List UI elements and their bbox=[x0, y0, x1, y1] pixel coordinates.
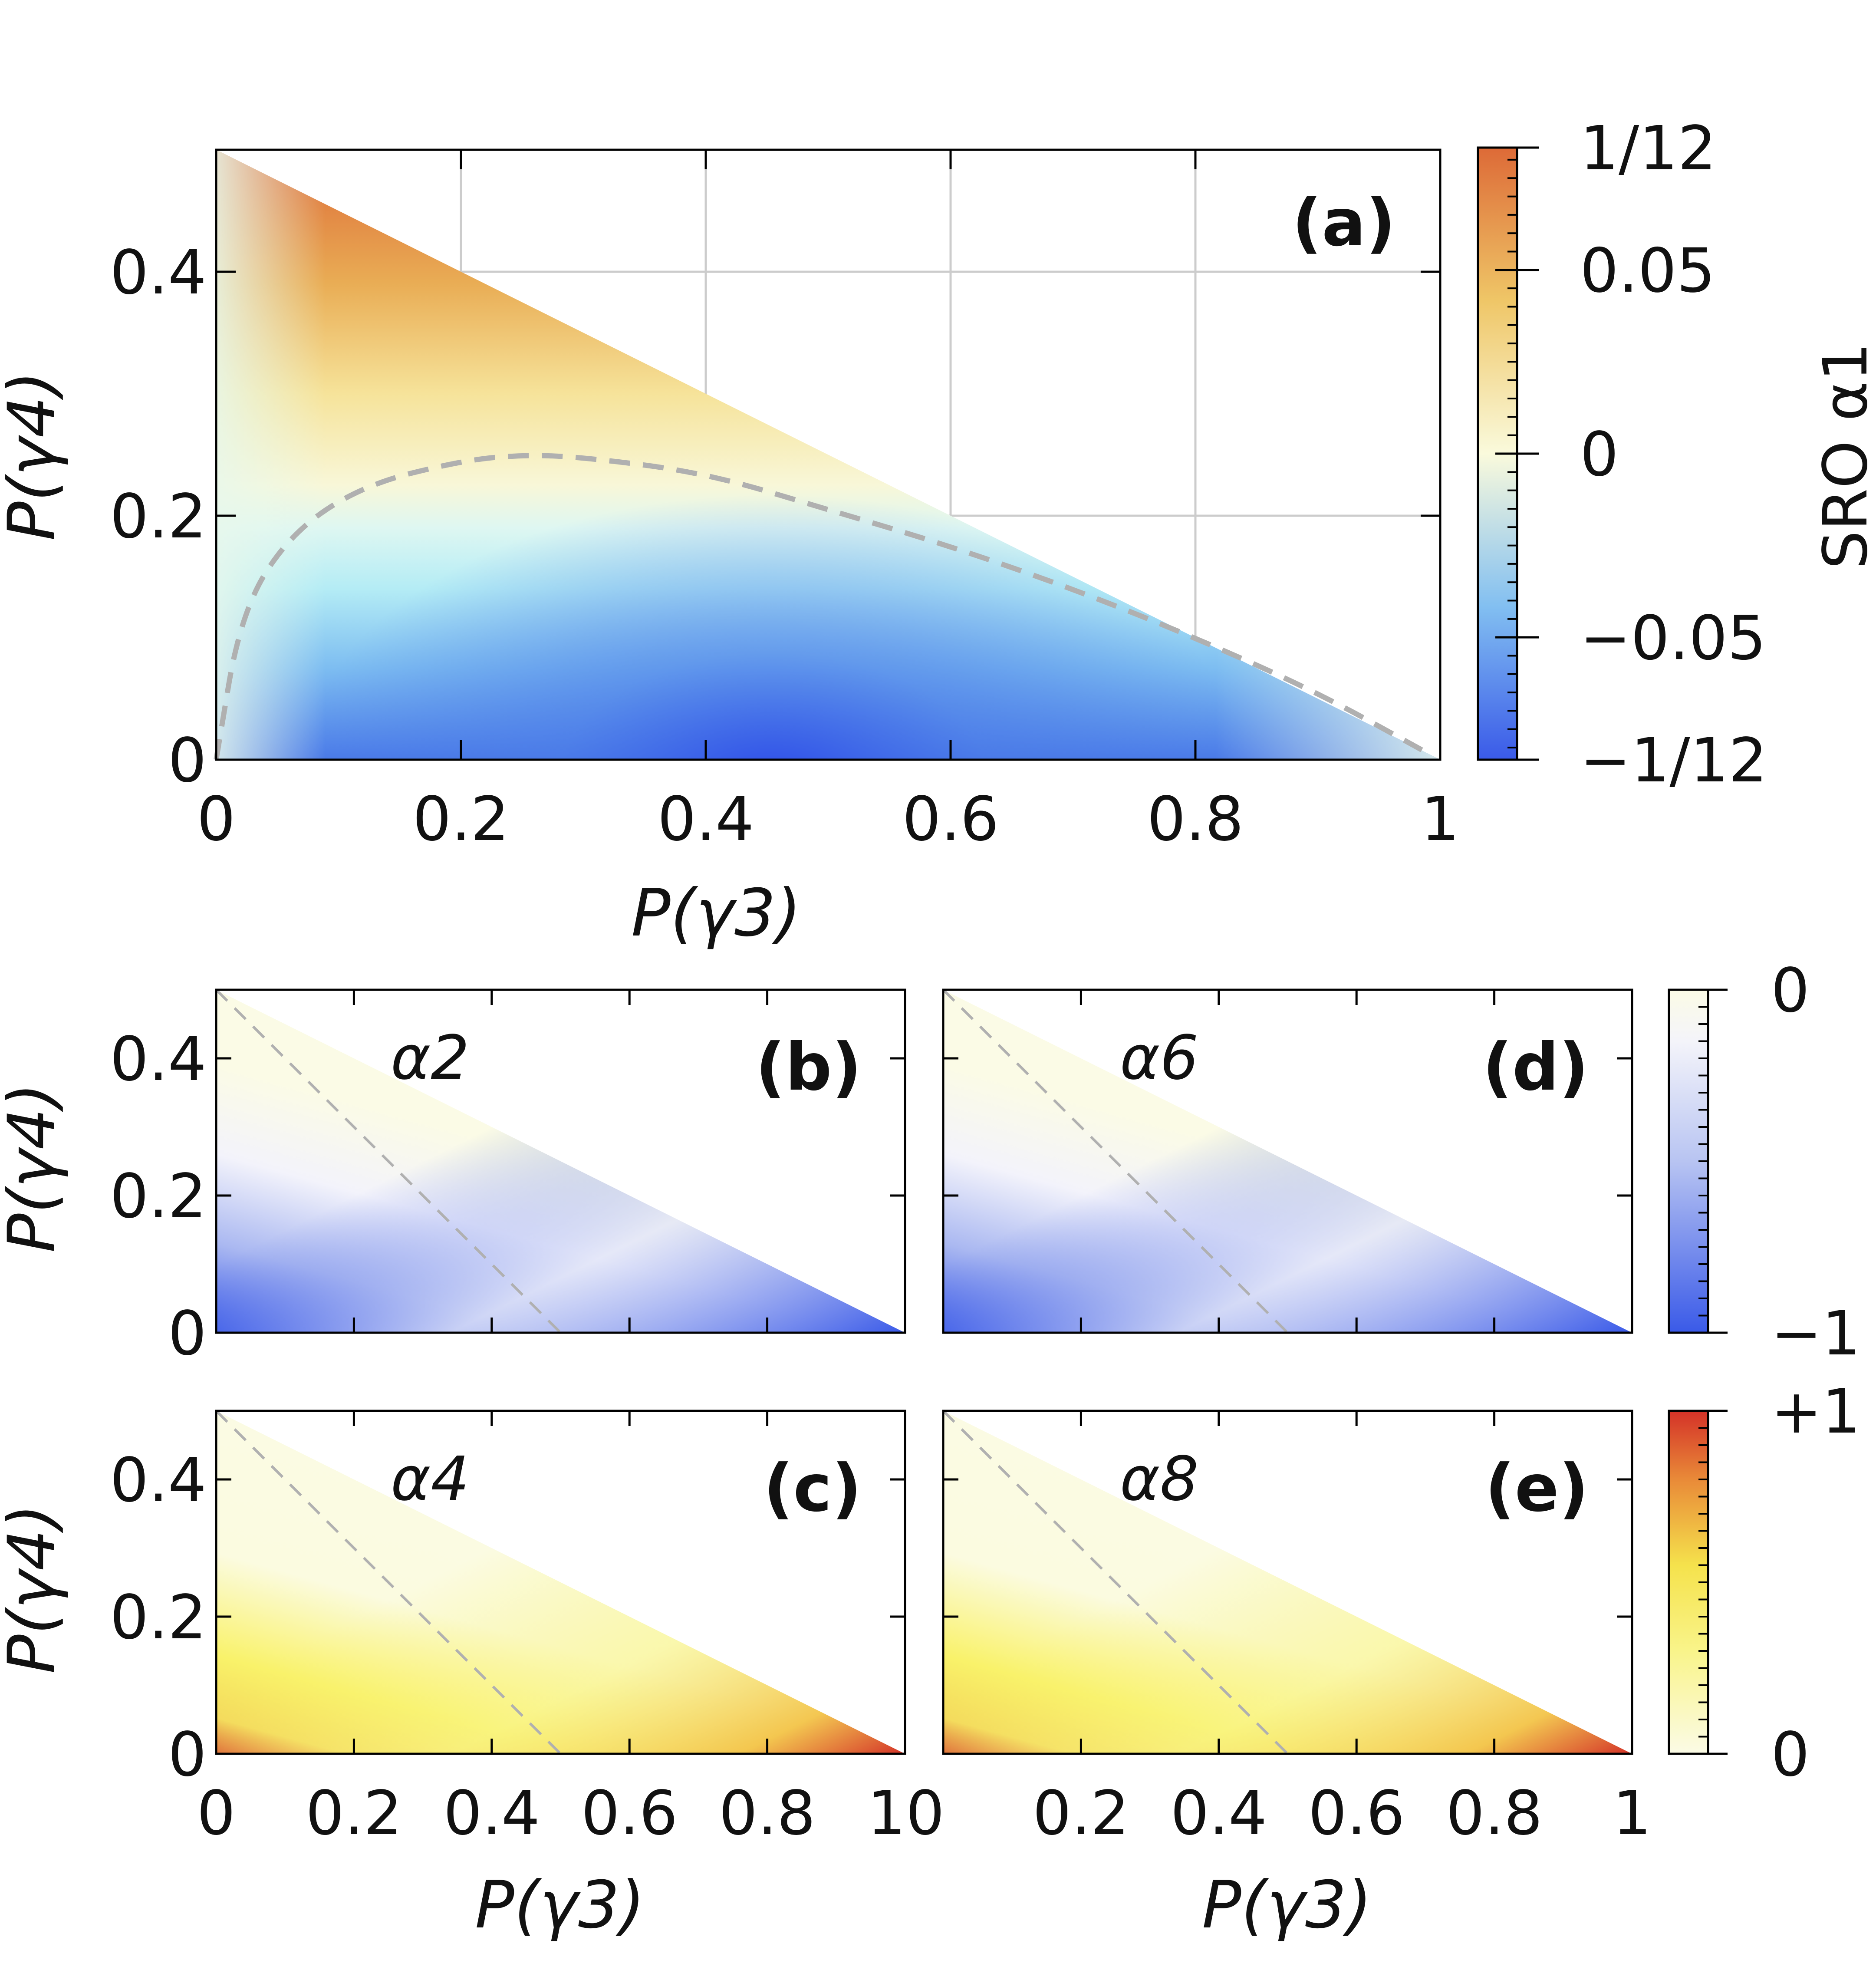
a-xlabel: P(γ3) bbox=[631, 876, 801, 951]
x-tick-label: 0 bbox=[197, 1778, 235, 1849]
e-panel-label: (e) bbox=[1485, 1451, 1589, 1526]
a-colorbar-label: SRO α1 bbox=[1810, 343, 1876, 569]
a-zero-contour bbox=[214, 453, 1423, 760]
c-alpha-label: α4 bbox=[391, 1444, 469, 1515]
e-alpha-label: α8 bbox=[1120, 1444, 1198, 1515]
d-panel-label: (d) bbox=[1483, 1030, 1589, 1105]
d-zero-line bbox=[942, 988, 1289, 1334]
c-zero-line bbox=[215, 1410, 562, 1755]
y-tick-label: 0.4 bbox=[110, 1024, 207, 1095]
a-panel-label: (a) bbox=[1292, 185, 1395, 261]
e-xlabel: P(γ3) bbox=[1202, 1868, 1372, 1943]
a-heatmap-right-edge bbox=[216, 150, 1440, 760]
e-heatmap bbox=[943, 1411, 1632, 1754]
e-frame bbox=[942, 1410, 1633, 1755]
d-alpha-label: α6 bbox=[1120, 1023, 1198, 1094]
cb-tick-label: −1 bbox=[1771, 1298, 1860, 1369]
x-tick-label: 0.2 bbox=[413, 784, 510, 855]
d-ticks bbox=[942, 990, 1633, 1334]
a-frame bbox=[215, 148, 1442, 761]
x-tick-label: 0.8 bbox=[1147, 784, 1244, 855]
b-heatmap-overlay bbox=[216, 990, 905, 1333]
cb-tick-label: 1/12 bbox=[1580, 113, 1716, 184]
cb-tick-label: 0.05 bbox=[1580, 236, 1715, 306]
d-heatmap bbox=[943, 990, 1632, 1333]
panel-b: 0 0.2 0.4 α2 (b) P(γ4) bbox=[0, 988, 906, 1369]
panel-c: 0 0.2 0.4 0.6 0.8 10 0 0.2 0.4 α4 (c) P(γ4) P(γ3… bbox=[0, 1410, 945, 1943]
c-heatmap bbox=[216, 1411, 905, 1754]
cb-tick-label: −0.05 bbox=[1580, 603, 1766, 674]
y-tick-label: 0.2 bbox=[110, 1161, 207, 1232]
x-tick-label: 10 bbox=[867, 1778, 945, 1849]
b-frame bbox=[215, 988, 906, 1334]
y-tick-label: 0 bbox=[168, 1719, 207, 1790]
d-heatmap-overlay bbox=[943, 990, 1632, 1333]
b-ylabel: P(γ4) bbox=[0, 1083, 70, 1253]
panel-e: 0.2 0.4 0.6 0.8 1 α8 (e) P(γ3) bbox=[942, 1410, 1652, 1943]
c-ylabel: P(γ4) bbox=[0, 1504, 70, 1674]
x-tick-label: 0.8 bbox=[719, 1778, 816, 1849]
c-frame bbox=[215, 1410, 906, 1755]
x-tick-label: 0.2 bbox=[306, 1778, 402, 1849]
x-tick-label: 0.6 bbox=[1308, 1778, 1405, 1849]
e-ticks: 0.2 0.4 0.6 0.8 1 bbox=[942, 1411, 1652, 1849]
positive-colorbar-ticks: +1 0 bbox=[1698, 1377, 1860, 1790]
y-tick-label: 0 bbox=[168, 725, 207, 796]
x-tick-label: 0.4 bbox=[658, 784, 754, 855]
cb-tick-label: −1/12 bbox=[1580, 725, 1767, 796]
cb-tick-label: 0 bbox=[1771, 955, 1810, 1026]
negative-colorbar: 0 −1 bbox=[1668, 955, 1860, 1369]
a-ylabel: P(γ4) bbox=[0, 371, 70, 541]
x-tick-label: 0.4 bbox=[443, 1778, 540, 1849]
x-tick-label: 1 bbox=[1421, 784, 1459, 855]
c-ticks: 0 0.2 0.4 0.6 0.8 10 0 0.2 0.4 bbox=[110, 1411, 945, 1849]
b-alpha-label: α2 bbox=[391, 1023, 469, 1094]
y-tick-label: 0.2 bbox=[110, 1582, 207, 1653]
negative-colorbar-ticks: 0 −1 bbox=[1698, 955, 1860, 1369]
cb-tick-label: 0 bbox=[1771, 1719, 1810, 1790]
b-heatmap bbox=[216, 990, 905, 1333]
panel-d: α6 (d) bbox=[942, 988, 1633, 1334]
c-heatmap-overlay bbox=[216, 1411, 905, 1754]
y-tick-label: 0 bbox=[168, 1298, 207, 1369]
y-tick-label: 0.2 bbox=[110, 481, 207, 552]
y-tick-label: 0.4 bbox=[110, 237, 207, 308]
cb-tick-label: +1 bbox=[1771, 1377, 1860, 1447]
e-zero-line bbox=[942, 1410, 1289, 1755]
a-ticks: 0 0.2 0.4 0.6 0.8 1 0 0.2 0.4 bbox=[110, 150, 1460, 855]
a-colorbar: 1/12 0.05 0 −0.05 −1/12 SRO α1 bbox=[1477, 113, 1876, 796]
d-frame bbox=[942, 988, 1633, 1334]
x-tick-label: 0.6 bbox=[581, 1778, 678, 1849]
x-tick-label: 1 bbox=[1613, 1778, 1651, 1849]
c-panel-label: (c) bbox=[764, 1451, 862, 1526]
c-xlabel: P(γ3) bbox=[475, 1868, 645, 1943]
panel-a: 0 0.2 0.4 0.6 0.8 1 0 0.2 0.4 (a) P(γ3) P(γ4) bbox=[0, 148, 1460, 951]
cb-tick-label: 0 bbox=[1580, 419, 1619, 490]
a-heatmap bbox=[216, 150, 1440, 760]
b-zero-line bbox=[215, 988, 562, 1334]
a-colorbar-ticks: 1/12 0.05 0 −0.05 −1/12 bbox=[1495, 113, 1767, 796]
x-tick-label: 0.6 bbox=[902, 784, 999, 855]
positive-colorbar: +1 0 bbox=[1668, 1377, 1860, 1790]
x-tick-label: 0.8 bbox=[1446, 1778, 1543, 1849]
x-tick-label: 0 bbox=[197, 784, 235, 855]
b-panel-label: (b) bbox=[756, 1030, 862, 1105]
x-tick-label: 0.4 bbox=[1170, 1778, 1267, 1849]
e-heatmap-overlay bbox=[943, 1411, 1632, 1754]
x-tick-label: 0.2 bbox=[1033, 1778, 1129, 1849]
b-ticks: 0 0.2 0.4 bbox=[110, 990, 906, 1369]
y-tick-label: 0.4 bbox=[110, 1445, 207, 1516]
